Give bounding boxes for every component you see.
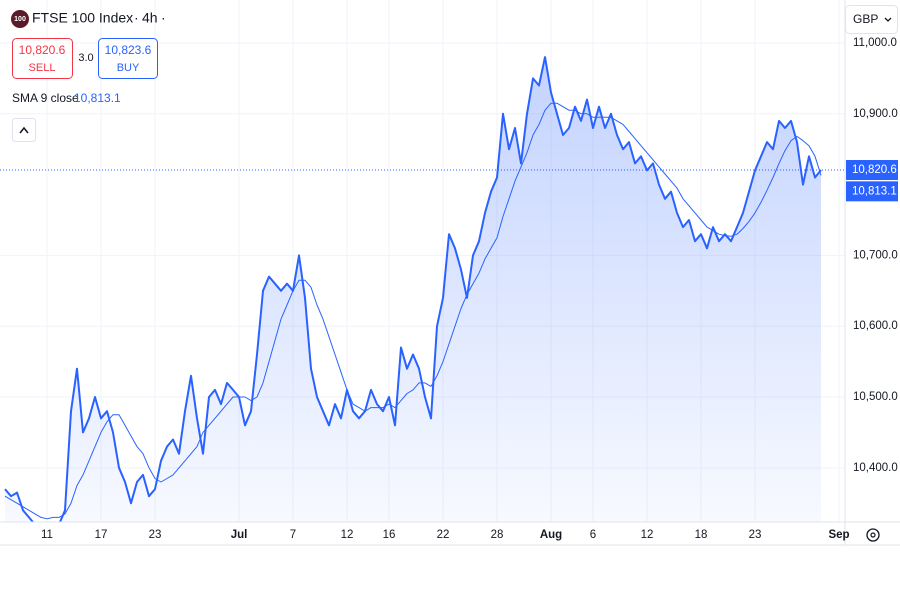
sell-button[interactable] xyxy=(12,38,73,79)
settings-icon[interactable] xyxy=(866,528,880,542)
settings-icon-center xyxy=(870,532,876,538)
sell-price: 10,820.6 xyxy=(19,43,66,57)
y-tick-label: 10,600.0 xyxy=(853,320,898,332)
x-tick-label: 22 xyxy=(437,529,450,541)
y-tick-label: 11,000.0 xyxy=(853,37,897,49)
y-tick-label: 10,400.0 xyxy=(853,462,898,474)
x-tick-label: Sep xyxy=(828,529,849,541)
price-line xyxy=(4,56,822,522)
sma-legend-value: 10,813.1 xyxy=(74,91,121,105)
buy-button[interactable] xyxy=(98,38,158,79)
symbol-logo xyxy=(11,10,29,28)
price-badges: 10,820.6 10,813.1 xyxy=(846,160,898,202)
x-tick-label: 17 xyxy=(95,529,108,541)
x-tick-label: 23 xyxy=(149,529,162,541)
price-area xyxy=(5,57,821,522)
separator: · xyxy=(161,10,166,26)
currency: GBP xyxy=(853,12,878,26)
currency-button[interactable] xyxy=(845,5,898,34)
y-tick-label: 10,500.0 xyxy=(853,391,898,403)
price-badge-label: 10,813.1 xyxy=(852,185,897,197)
currency-caret xyxy=(884,17,892,22)
collapse-button[interactable] xyxy=(12,118,36,142)
price-badge xyxy=(846,160,898,181)
spread: 3.0 xyxy=(78,52,93,64)
buy-label: BUY xyxy=(117,62,140,74)
y-tick-label: 10,900.0 xyxy=(853,108,898,120)
separator: · xyxy=(134,10,139,26)
x-tick-label: 6 xyxy=(590,529,596,541)
plot-area xyxy=(0,56,845,522)
x-tick-label: 12 xyxy=(341,529,354,541)
x-tick-label: 7 xyxy=(290,529,296,541)
collapse-icon xyxy=(19,126,29,134)
sell-label: SELL xyxy=(29,62,56,74)
sma-line xyxy=(4,102,822,520)
symbol-title: FTSE 100 Index xyxy=(32,10,133,26)
x-tick-label: 28 xyxy=(491,529,504,541)
buy-price: 10,823.6 xyxy=(105,43,152,57)
logo-text: 100 xyxy=(14,16,26,23)
interval: 4h xyxy=(142,10,158,26)
x-tick-label: Jul xyxy=(231,529,248,541)
x-tick-label: 18 xyxy=(695,529,708,541)
x-tick-label: 11 xyxy=(41,529,53,541)
x-tick-label: 12 xyxy=(641,529,654,541)
axes: 10,400.0 10,500.0 10,600.0 10,700.0 10,900.0… xyxy=(41,37,898,541)
x-tick-label: 16 xyxy=(383,529,396,541)
x-tick-label: Aug xyxy=(540,529,562,541)
price-badge xyxy=(846,181,898,202)
price-badge-label: 10,820.6 xyxy=(852,164,897,176)
x-tick-label: 23 xyxy=(749,529,762,541)
sma-legend-name: SMA 9 close xyxy=(12,91,79,105)
y-tick-label: 10,700.0 xyxy=(853,249,898,261)
